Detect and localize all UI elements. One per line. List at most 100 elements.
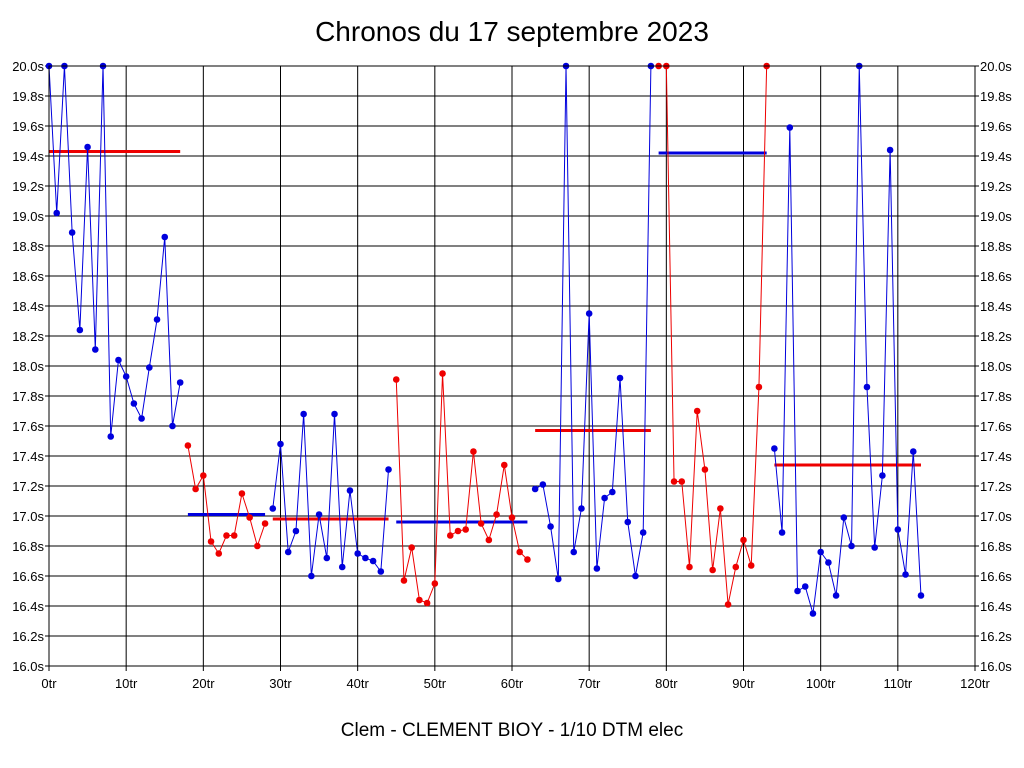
lap-series xyxy=(184,442,269,557)
lap-point xyxy=(215,550,223,557)
lap-point xyxy=(377,568,385,575)
x-tick-label: 20tr xyxy=(192,676,215,691)
lap-point xyxy=(184,442,192,449)
lap-point xyxy=(385,466,392,473)
lap-point xyxy=(300,410,307,418)
average-lines-layer xyxy=(49,150,921,524)
y-tick-label-right: 19.6s xyxy=(980,119,1012,134)
y-tick-label-right: 18.6s xyxy=(980,269,1012,284)
lap-point xyxy=(68,229,76,236)
y-tick-label-left: 16.2s xyxy=(12,629,44,644)
y-tick-label-right: 16.6s xyxy=(980,569,1012,584)
y-tick-label-right: 16.2s xyxy=(980,629,1012,644)
lap-point xyxy=(284,548,292,556)
x-tick-label: 10tr xyxy=(115,676,138,691)
x-tick-label: 70tr xyxy=(578,676,601,691)
y-tick-label-left: 19.8s xyxy=(12,89,44,104)
lap-point xyxy=(423,599,431,607)
x-tick-label: 110tr xyxy=(883,676,912,691)
grid-layer xyxy=(45,65,979,671)
lap-series xyxy=(269,410,392,580)
lap-point xyxy=(122,373,130,380)
lap-point xyxy=(840,514,848,521)
lap-point xyxy=(477,520,485,527)
lap-point xyxy=(832,592,840,599)
tick-labels-layer: 0tr 10tr 20tr 30tr 40tr 50tr 60tr 70tr 80tr 90tr 1… xyxy=(12,59,1012,691)
lap-point xyxy=(508,514,516,521)
y-tick-label-right: 19.2s xyxy=(980,179,1012,194)
lap-point xyxy=(146,364,153,371)
lap-point xyxy=(547,523,554,530)
lap-point xyxy=(639,529,647,536)
lap-point xyxy=(169,422,176,430)
lap-point xyxy=(130,400,138,407)
lap-point xyxy=(269,505,277,512)
lap-point xyxy=(632,572,639,580)
lap-point xyxy=(879,472,886,479)
series-layer xyxy=(45,62,925,617)
lap-point xyxy=(524,556,531,563)
lap-point xyxy=(531,485,539,493)
plot-frame xyxy=(48,65,976,667)
lap-point xyxy=(709,566,716,574)
y-tick-label-left: 19.4s xyxy=(12,149,44,164)
x-tick-label: 90tr xyxy=(732,676,755,691)
y-tick-label-right: 16.8s xyxy=(980,539,1012,554)
lap-point xyxy=(578,505,585,512)
y-tick-label-right: 18.4s xyxy=(980,299,1012,314)
lap-point xyxy=(801,583,809,590)
y-tick-label-right: 16.0s xyxy=(980,659,1012,674)
lap-point xyxy=(616,374,624,382)
lap-point xyxy=(686,563,693,571)
lap-point xyxy=(192,485,199,493)
lap-point xyxy=(439,370,446,377)
series-line xyxy=(658,65,768,605)
lap-point xyxy=(593,565,601,572)
lap-point xyxy=(817,548,824,556)
lap-point xyxy=(462,526,470,533)
y-tick-label-right: 18.2s xyxy=(980,329,1012,344)
lap-point xyxy=(539,481,547,488)
x-tick-label: 80tr xyxy=(655,676,678,691)
lap-point xyxy=(454,527,462,535)
lap-point xyxy=(346,487,354,494)
lap-point xyxy=(485,536,493,544)
lap-point xyxy=(624,518,632,526)
lap-point xyxy=(809,610,817,617)
x-tick-label: 60tr xyxy=(501,676,524,691)
lap-point xyxy=(400,577,408,584)
lap-point xyxy=(902,571,909,578)
lap-point xyxy=(755,383,763,391)
lap-point xyxy=(362,554,369,562)
lap-point xyxy=(207,538,215,545)
y-tick-label-left: 18.0s xyxy=(12,359,44,374)
series-line xyxy=(48,65,181,437)
lap-point xyxy=(84,143,91,151)
y-tick-label-right: 17.0s xyxy=(980,509,1012,524)
y-tick-label-right: 18.8s xyxy=(980,239,1012,254)
y-tick-label-left: 16.6s xyxy=(12,569,44,584)
lap-point xyxy=(230,532,238,539)
lap-point xyxy=(446,532,454,539)
lap-point xyxy=(369,557,377,565)
lap-point xyxy=(609,488,616,496)
lap-point xyxy=(724,601,732,608)
lap-series xyxy=(45,62,184,440)
lap-point xyxy=(585,310,593,317)
y-tick-label-left: 18.8s xyxy=(12,239,44,254)
y-tick-label-right: 16.4s xyxy=(980,599,1012,614)
lap-point xyxy=(500,461,508,469)
y-tick-label-left: 16.4s xyxy=(12,599,44,614)
lap-point xyxy=(200,472,207,479)
lap-point xyxy=(323,554,331,562)
lap-point xyxy=(261,520,269,527)
lap-point xyxy=(848,542,855,550)
lap-point xyxy=(408,544,415,551)
y-tick-label-right: 17.8s xyxy=(980,389,1012,404)
lap-point xyxy=(670,478,678,485)
y-tick-label-right: 17.4s xyxy=(980,449,1012,464)
y-tick-label-left: 17.4s xyxy=(12,449,44,464)
y-tick-label-left: 16.0s xyxy=(12,659,44,674)
lap-point xyxy=(601,494,608,502)
y-tick-label-left: 19.2s xyxy=(12,179,44,194)
